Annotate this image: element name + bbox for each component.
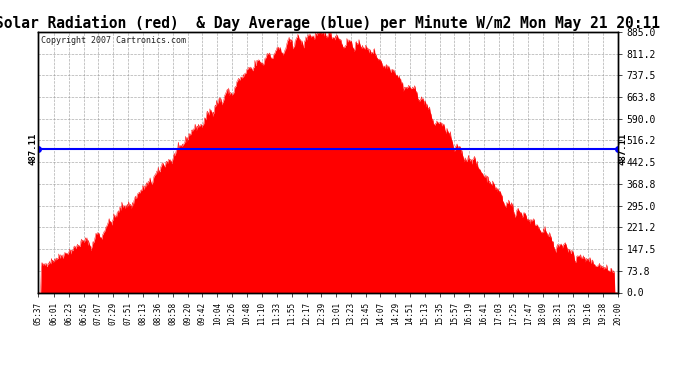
Title: Solar Radiation (red)  & Day Average (blue) per Minute W/m2 Mon May 21 20:11: Solar Radiation (red) & Day Average (blu… (0, 15, 660, 31)
Text: Copyright 2007 Cartronics.com: Copyright 2007 Cartronics.com (41, 36, 186, 45)
Text: 487.11: 487.11 (28, 133, 37, 165)
Text: 487.11: 487.11 (619, 133, 628, 165)
